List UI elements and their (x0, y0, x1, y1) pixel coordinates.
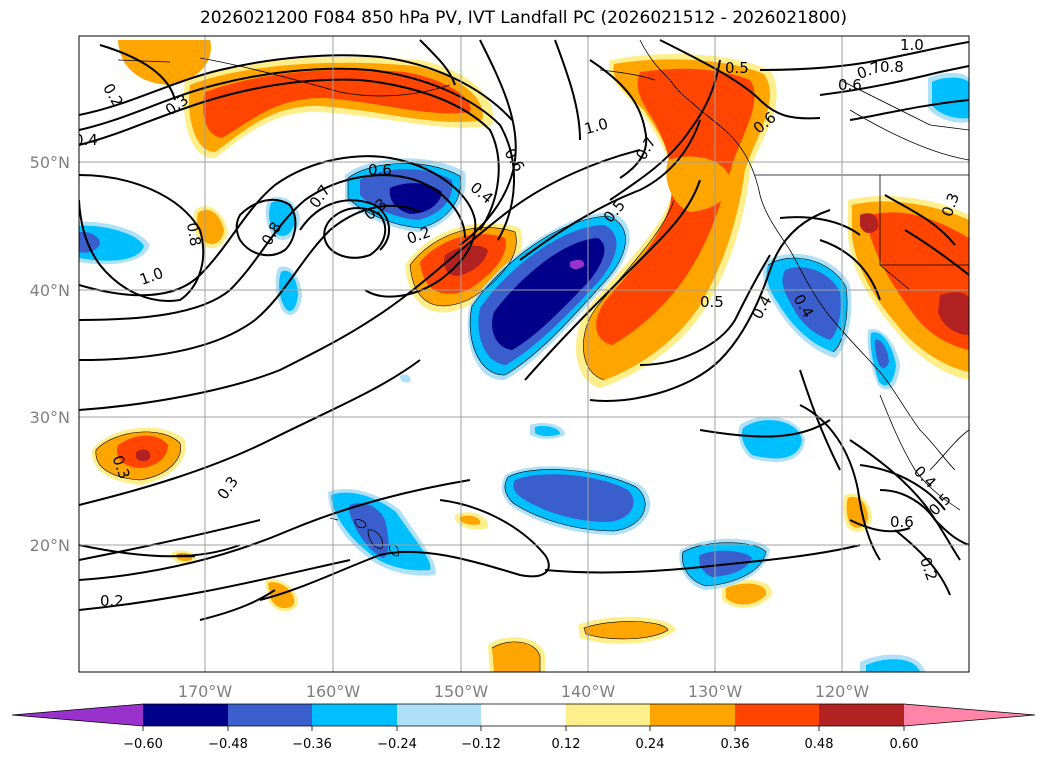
svg-text:0.6: 0.6 (890, 513, 914, 531)
svg-text:0.6: 0.6 (368, 161, 392, 179)
colorbar-segment (397, 704, 481, 726)
lat-label-20n: 20°N (30, 536, 70, 555)
colorbar-segment (819, 704, 904, 726)
svg-text:0.2: 0.2 (100, 592, 124, 610)
latitude-labels: 50°N 40°N 30°N 20°N (30, 153, 70, 555)
colorbar-tick-label: −0.48 (208, 737, 248, 752)
ivt-contours (79, 39, 969, 621)
gridlines (79, 36, 969, 672)
coastlines (117, 39, 969, 558)
lon-label-140w: 140°W (561, 682, 616, 701)
chart-title: 2026021200 F084 850 hPa PV, IVT Landfall… (199, 8, 847, 28)
colorbar-segment (312, 704, 397, 726)
colorbar-tick-label: −0.12 (461, 737, 501, 752)
map-frame (78, 35, 970, 673)
contour-label-0.5: 0.5 (725, 59, 749, 77)
colorbar-tick-label: −0.24 (377, 737, 417, 752)
colorbar-extend-high (904, 704, 1035, 726)
lon-label-150w: 150°W (434, 682, 489, 701)
colorbar-segment (735, 704, 819, 726)
colorbar-tick-label: −0.36 (292, 737, 332, 752)
colorbar-segment (650, 704, 735, 726)
colorbar-tick-label: 0.48 (805, 737, 834, 752)
colorbar-extend-low (12, 704, 143, 726)
colorbar-tick-label: 0.60 (890, 737, 919, 752)
lon-label-170w: 170°W (178, 682, 233, 701)
colorbar-tick-label: −0.60 (123, 737, 163, 752)
colorbar-tick-label: 0.36 (721, 737, 750, 752)
colorbar: −0.60 −0.48 −0.36 −0.24 −0.12 0.12 0.24 … (11, 703, 1036, 752)
lon-label-160w: 160°W (306, 682, 361, 701)
svg-text:0.8: 0.8 (880, 58, 904, 76)
longitude-labels: 170°W 160°W 150°W 140°W 130°W 120°W (178, 682, 870, 701)
svg-text:1.0: 1.0 (900, 36, 924, 54)
lat-label-50n: 50°N (30, 153, 70, 172)
lat-label-40n: 40°N (30, 281, 70, 300)
lat-label-30n: 30°N (30, 408, 70, 427)
contour-label-0.8: 0.8 (183, 221, 205, 248)
svg-text:0.5: 0.5 (700, 293, 724, 311)
colorbar-segment (228, 704, 312, 726)
lon-label-130w: 130°W (688, 682, 743, 701)
colorbar-segment (566, 704, 650, 726)
svg-text:0.6: 0.6 (838, 76, 862, 94)
colorbar-tick-label: 0.24 (636, 737, 665, 752)
svg-text:1.0: 1.0 (582, 114, 610, 138)
colorbar-segment (481, 704, 566, 726)
contour-label-0.4: 0.4 (74, 131, 98, 149)
colorbar-segment (143, 704, 228, 726)
colorbar-tick-label: 0.12 (552, 737, 581, 752)
lon-label-120w: 120°W (815, 682, 870, 701)
